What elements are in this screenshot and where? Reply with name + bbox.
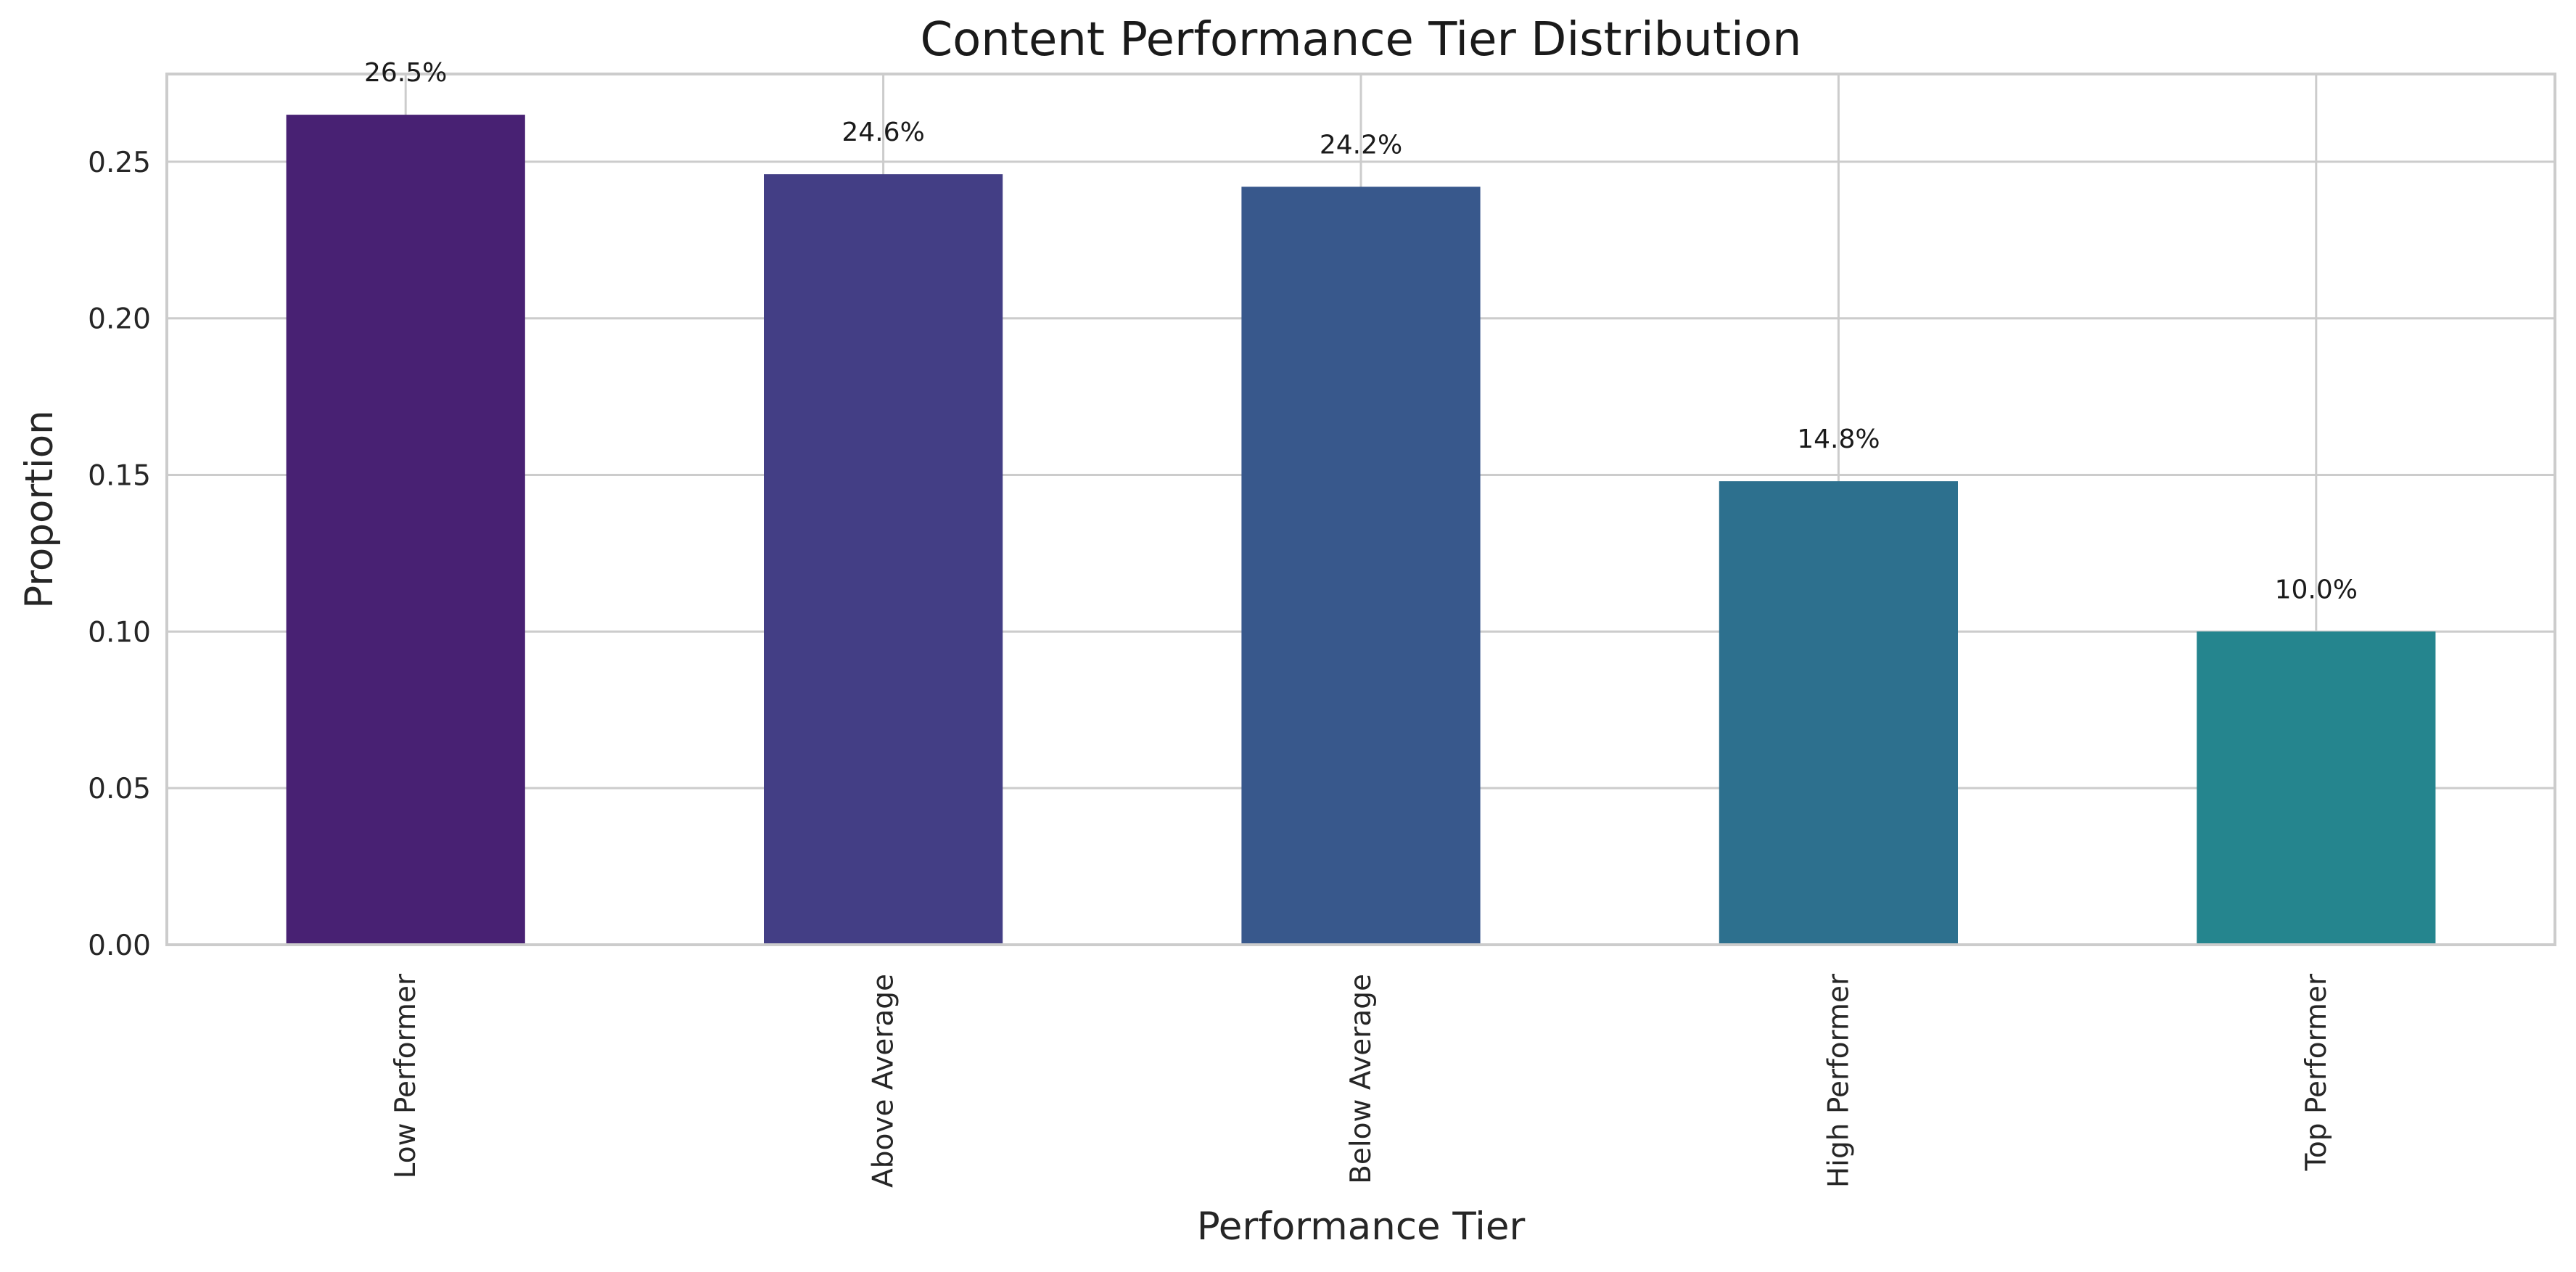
- x-tick-label: Low Performer: [390, 973, 422, 1178]
- data-labels: 26.5% 24.6% 24.2% 14.8% 10.0%: [364, 58, 2358, 604]
- bar: [764, 174, 1003, 945]
- y-tick-label: 0.15: [88, 460, 151, 493]
- bar-value-label: 24.6%: [841, 118, 924, 147]
- x-axis-title: Performance Tier: [1197, 1205, 1526, 1249]
- bar-value-label: 10.0%: [2275, 575, 2358, 604]
- bar: [1719, 481, 1958, 945]
- y-axis-ticks: 0.00 0.05 0.10 0.15 0.20 0.25: [88, 147, 151, 962]
- bar: [1241, 186, 1481, 945]
- y-tick-label: 0.10: [88, 616, 151, 649]
- x-tick-label: Top Performer: [2300, 973, 2333, 1171]
- x-axis-ticks: Low Performer Above Average Below Average H…: [390, 973, 2333, 1188]
- y-tick-label: 0.20: [88, 303, 151, 336]
- x-tick-label: Above Average: [868, 974, 900, 1188]
- plot-frame: [165, 73, 2556, 946]
- chart-title: Content Performance Tier Distribution: [920, 13, 1801, 67]
- bar: [286, 115, 525, 945]
- bar-value-label: 14.8%: [1797, 424, 1880, 454]
- bar-value-label: 26.5%: [364, 58, 447, 88]
- y-tick-label: 0.00: [88, 930, 151, 962]
- x-tick-label: High Performer: [1822, 973, 1855, 1188]
- y-tick-label: 0.05: [88, 773, 151, 805]
- y-axis-title: Proportion: [17, 410, 62, 608]
- x-tick-label: Below Average: [1345, 974, 1378, 1184]
- bar-value-label: 24.2%: [1320, 130, 1402, 160]
- bar: [2197, 631, 2436, 945]
- bars: [286, 115, 2436, 945]
- y-tick-label: 0.25: [88, 147, 151, 179]
